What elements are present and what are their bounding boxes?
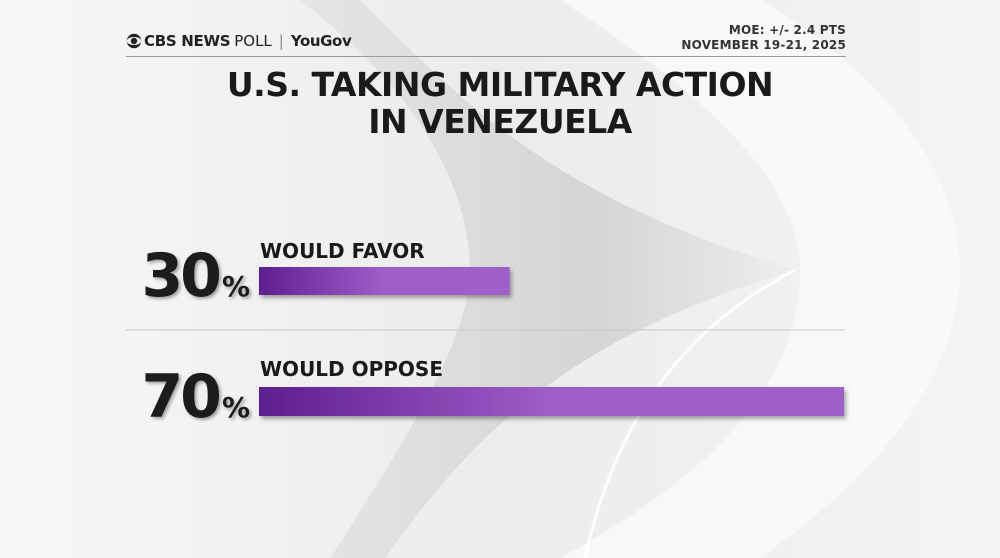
header-divider [126,56,846,57]
brand-poll: POLL [234,32,272,50]
brand-yougov: YouGov [290,32,352,50]
chart-title-line1: U.S. TAKING MILITARY ACTION [226,65,774,104]
poll-details: MOE: +/- 2.4 PTS NOVEMBER 19-21, 2025 [681,23,846,53]
value-label: 70% [141,362,250,432]
category-label: WOULD OPPOSE [260,357,443,381]
bar [259,387,844,416]
chart-title-line2: IN VENEZUELA [368,102,632,141]
chart-title: U.S. TAKING MILITARY ACTION IN VENEZUELA [0,66,1000,140]
value-number: 30 [141,241,219,311]
brand-logo: CBS NEWS POLL | YouGov [126,32,352,50]
value-percent-sign: % [222,391,250,424]
value-percent-sign: % [222,270,250,303]
value-label: 30% [141,241,250,311]
margin-of-error: MOE: +/- 2.4 PTS [728,23,846,37]
cbs-eye-icon [126,33,142,49]
value-number: 70 [141,362,219,432]
brand-separator: | [278,32,284,50]
bar [259,267,510,295]
header-bar: CBS NEWS POLL | YouGov MOE: +/- 2.4 PTS … [126,23,846,56]
category-label: WOULD FAVOR [260,239,425,263]
brand-cbs-news: CBS NEWS [144,32,231,50]
poll-dates: NOVEMBER 19-21, 2025 [681,38,846,52]
